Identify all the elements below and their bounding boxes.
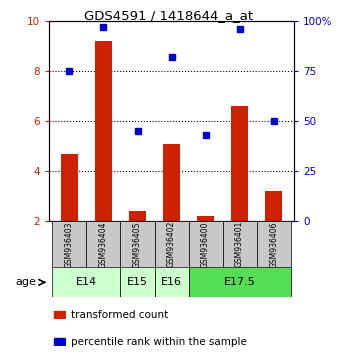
Bar: [154, 221, 189, 267]
Text: GSM936400: GSM936400: [201, 221, 210, 268]
Bar: [120, 267, 154, 297]
Text: GDS4591 / 1418644_a_at: GDS4591 / 1418644_a_at: [84, 9, 254, 22]
Bar: [52, 221, 87, 267]
Text: GSM936401: GSM936401: [235, 221, 244, 268]
Text: E14: E14: [76, 277, 97, 287]
Bar: [231, 106, 248, 221]
Bar: [163, 144, 180, 221]
Bar: [95, 41, 112, 221]
Bar: [52, 267, 120, 297]
Text: age: age: [15, 277, 36, 287]
Bar: [87, 221, 120, 267]
Text: GSM936403: GSM936403: [65, 221, 74, 268]
Text: E17.5: E17.5: [224, 277, 256, 287]
Text: E15: E15: [127, 277, 148, 287]
Bar: [129, 211, 146, 221]
Bar: [265, 191, 282, 221]
Bar: [61, 154, 78, 221]
Bar: [257, 221, 291, 267]
Bar: [197, 216, 214, 221]
Bar: [189, 221, 223, 267]
Text: transformed count: transformed count: [71, 310, 168, 320]
Text: GSM936402: GSM936402: [167, 221, 176, 268]
Text: percentile rank within the sample: percentile rank within the sample: [71, 337, 247, 347]
Bar: [54, 312, 65, 319]
Text: E16: E16: [161, 277, 182, 287]
Bar: [223, 221, 257, 267]
Bar: [154, 267, 189, 297]
Bar: [189, 267, 291, 297]
Text: GSM936404: GSM936404: [99, 221, 108, 268]
Bar: [54, 338, 65, 345]
Text: GSM936406: GSM936406: [269, 221, 278, 268]
Text: GSM936405: GSM936405: [133, 221, 142, 268]
Bar: [120, 221, 154, 267]
